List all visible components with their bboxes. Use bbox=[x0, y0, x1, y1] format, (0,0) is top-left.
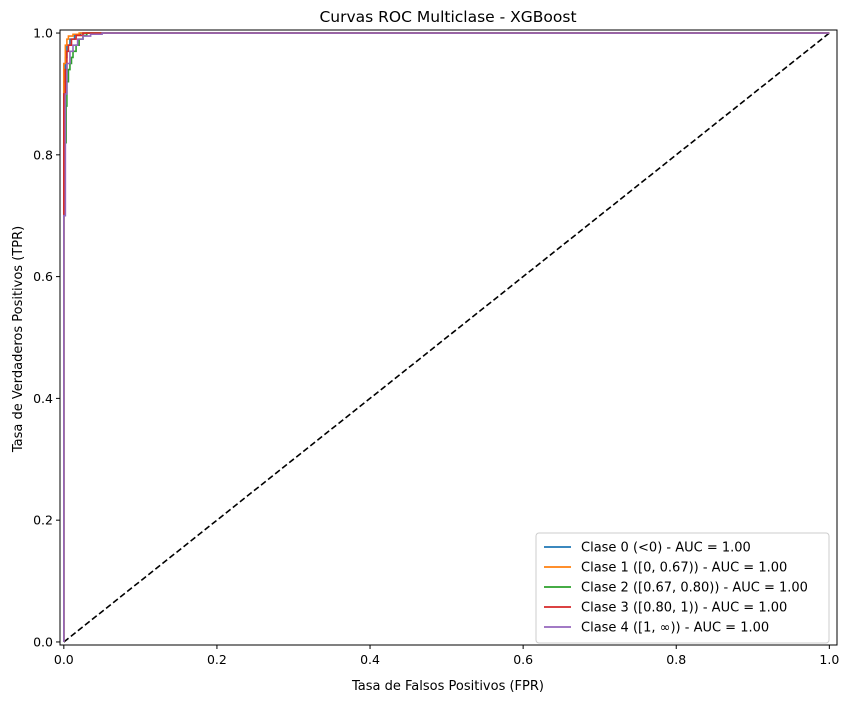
x-tick-label: 1.0 bbox=[819, 652, 839, 667]
x-tick-label: 0.6 bbox=[513, 652, 533, 667]
x-axis-title: Tasa de Falsos Positivos (FPR) bbox=[351, 679, 544, 694]
y-tick-label: 0.8 bbox=[33, 147, 53, 162]
legend-label: Clase 2 ([0.67, 0.80)) - AUC = 1.00 bbox=[581, 581, 808, 596]
x-axis-ticks: 0.0 0.2 0.4 0.6 0.8 1.0 bbox=[54, 645, 839, 667]
plot-frame bbox=[59, 29, 838, 646]
y-axis-title: Tasa de Verdaderos Positivos (TPR) bbox=[11, 226, 26, 453]
legend-label: Clase 1 ([0, 0.67)) - AUC = 1.00 bbox=[581, 561, 787, 576]
legend-label: Clase 3 ([0.80, 1)) - AUC = 1.00 bbox=[581, 601, 787, 616]
x-tick-label: 0.4 bbox=[360, 652, 380, 667]
legend-box bbox=[535, 532, 830, 644]
y-tick-label: 0.6 bbox=[33, 269, 53, 284]
y-axis-ticks: 0.0 0.2 0.4 0.6 0.8 1.0 bbox=[33, 26, 60, 649]
plot-area bbox=[59, 29, 838, 646]
legend-label: Clase 0 (<0) - AUC = 1.00 bbox=[581, 541, 751, 556]
x-tick-label: 0.0 bbox=[54, 652, 74, 667]
y-tick-label: 0.4 bbox=[33, 391, 53, 406]
y-tick-label: 0.0 bbox=[33, 634, 53, 649]
legend-label: Clase 4 ([1, ∞)) - AUC = 1.00 bbox=[581, 621, 769, 636]
y-tick-label: 0.2 bbox=[33, 513, 53, 528]
legend: Clase 0 (<0) - AUC = 1.00 Clase 1 ([0, 0.… bbox=[535, 532, 830, 644]
series-group bbox=[63, 32, 830, 643]
y-tick-label: 1.0 bbox=[33, 26, 53, 41]
series-line-clase-3 bbox=[63, 32, 830, 642]
x-tick-label: 0.8 bbox=[666, 652, 686, 667]
chart-title: Curvas ROC Multiclase - XGBoost bbox=[319, 8, 576, 26]
series-line-clase-1 bbox=[63, 32, 830, 642]
reference-diagonal-line bbox=[63, 32, 830, 643]
x-tick-label: 0.2 bbox=[207, 652, 227, 667]
series-line-clase-4 bbox=[63, 32, 830, 642]
